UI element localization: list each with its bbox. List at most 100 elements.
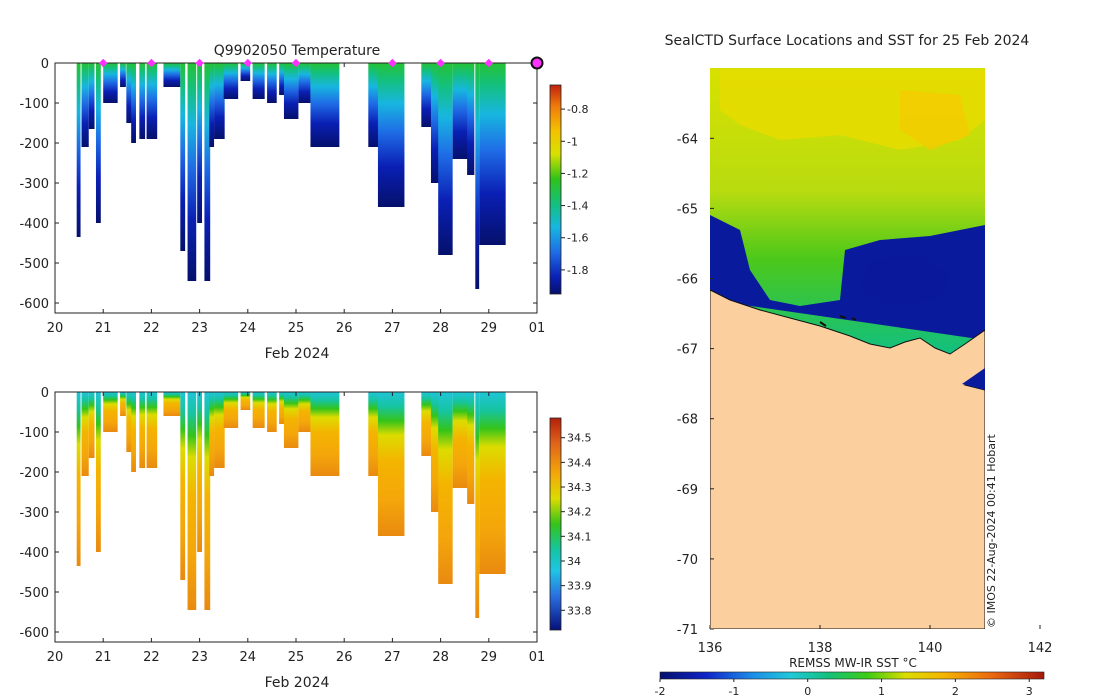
salinity-profiles: [76, 392, 506, 618]
profile-cast: [81, 392, 89, 476]
colorbar-tick-label: -1: [567, 135, 578, 148]
temperature-profiles: [76, 63, 506, 289]
profile-cast: [421, 392, 434, 456]
map-x-tick-label: 136: [698, 641, 723, 656]
salinity-colorbar: [549, 417, 562, 631]
colorbar-tick-label: -1.6: [567, 232, 588, 245]
y-tick-label: -400: [19, 546, 49, 561]
x-tick-label: 01: [529, 650, 546, 665]
y-tick-label: -300: [19, 177, 49, 192]
profile-cast: [421, 63, 434, 127]
map-y-tick-label: -68: [677, 413, 698, 428]
x-tick-label: 24: [240, 650, 257, 665]
profile-cast: [240, 63, 251, 81]
profile-cast: [209, 63, 215, 147]
land-antarctica: [710, 289, 985, 629]
profile-cast: [267, 63, 277, 103]
profile-cast: [76, 392, 81, 566]
sst-colorbar-tick-label: 0: [804, 685, 811, 698]
x-tick-label: 21: [95, 321, 112, 336]
map-y-tick-label: -67: [677, 343, 698, 358]
map-y-tick-label: -65: [677, 202, 698, 217]
surface-marker: [243, 58, 253, 68]
temperature-title: Q9902050 Temperature: [214, 43, 381, 59]
map-y-tick-label: -66: [677, 273, 698, 288]
profile-cast: [180, 63, 186, 251]
map-x-tick-label: 140: [918, 641, 943, 656]
profile-cast: [187, 392, 197, 610]
surface-marker: [147, 58, 156, 68]
profile-cast: [204, 392, 211, 610]
salinity-panel: 20 21 22 23 24 25 26 27 28 29 01 0 -100 -200 -300 -400…: [19, 386, 591, 691]
surface-marker: [195, 58, 204, 68]
sst-colorbar-tick-label: 2: [952, 685, 959, 698]
sst-colorbar-ticks: -2 -1 0 1 2 3: [655, 679, 1033, 698]
sst-map-panel: SealCTD Surface Locations and SST for 25…: [655, 33, 1053, 698]
profile-cast: [310, 63, 340, 147]
x-tick-label: 20: [47, 650, 64, 665]
profile-cast: [163, 392, 181, 416]
y-tick-label: -300: [19, 506, 49, 521]
y-tick-label: -600: [19, 626, 49, 641]
x-tick-label: 23: [191, 650, 208, 665]
x-tick-label: 24: [240, 321, 257, 336]
profile-cast: [475, 63, 480, 289]
temperature-colorbar-ticks: -0.8 -1 -1.2 -1.4 -1.6 -1.8: [561, 103, 588, 277]
profile-cast: [467, 63, 475, 175]
map-title: SealCTD Surface Locations and SST for 25…: [665, 33, 1030, 49]
temperature-colorbar: [549, 84, 562, 295]
profile-cast: [479, 392, 506, 574]
profile-cast: [310, 392, 340, 476]
profile-cast: [223, 63, 239, 99]
surface-marker: [98, 58, 108, 68]
map-x-tick-label: 138: [808, 641, 833, 656]
surface-marker: [291, 58, 301, 68]
profile-cast: [438, 63, 453, 255]
profile-cast: [252, 392, 265, 428]
profile-cast: [467, 392, 475, 504]
y-tick-label: -100: [19, 426, 49, 441]
x-tick-label: 26: [336, 650, 353, 665]
temperature-xlabel: Feb 2024: [265, 346, 330, 362]
profile-cast: [163, 63, 181, 87]
colorbar-tick-label: -1.4: [567, 200, 588, 213]
x-tick-label: 25: [288, 650, 305, 665]
profile-cast: [430, 63, 441, 183]
profile-cast: [252, 63, 265, 99]
salinity-colorbar-ticks: 34.5 34.4 34.3 34.2 34.1 34 33.9 33.8: [561, 432, 592, 617]
profile-cast: [479, 63, 506, 245]
map-y-ticks: -64 -65 -66 -67 -68 -69 -70 -71: [677, 132, 714, 638]
profile-cast: [126, 63, 133, 123]
profile-cast: [120, 63, 126, 87]
profile-cast: [131, 392, 136, 472]
y-tick-label: -500: [19, 257, 49, 272]
profile-cast: [298, 63, 311, 103]
colorbar-tick-label: 34: [567, 555, 581, 568]
x-tick-label: 26: [336, 321, 353, 336]
salinity-y-ticks: 0 -100 -200 -300 -400 -500 -600: [19, 386, 537, 641]
profile-cast: [126, 392, 133, 452]
x-tick-label: 25: [288, 321, 305, 336]
colorbar-tick-label: 34.4: [567, 456, 592, 469]
colorbar-tick-label: 34.5: [567, 432, 592, 445]
profile-cast: [103, 392, 118, 432]
x-tick-label: 23: [191, 321, 208, 336]
sst-field: [710, 68, 985, 629]
profile-cast: [88, 63, 95, 129]
map-y-tick-label: -69: [677, 483, 698, 498]
profile-cast: [209, 392, 215, 476]
x-tick-label: 22: [143, 650, 160, 665]
colorbar-tick-label: -1.8: [567, 264, 588, 277]
colorbar-tick-label: 34.1: [567, 530, 592, 543]
profile-cast: [146, 392, 158, 468]
surface-marker: [436, 58, 445, 68]
profile-cast: [298, 392, 311, 432]
latest-surface-marker: [530, 56, 544, 70]
profile-cast: [214, 392, 225, 468]
x-tick-label: 28: [432, 650, 449, 665]
x-tick-label: 01: [529, 321, 546, 336]
temperature-panel: Q9902050 Temperature 20 21 22 23 24 25 26 27 28 2…: [19, 43, 588, 362]
profile-cast: [430, 392, 441, 512]
profile-cast: [88, 392, 95, 458]
profile-cast: [452, 392, 470, 488]
